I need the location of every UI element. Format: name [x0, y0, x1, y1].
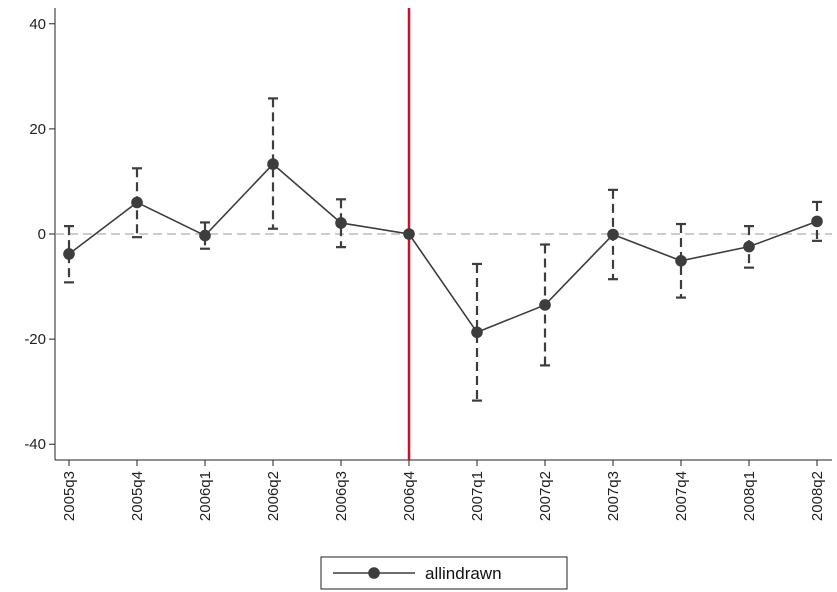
- x-tick-label: 2005q3: [61, 471, 78, 521]
- y-tick-label: -40: [24, 436, 46, 453]
- data-point: [63, 248, 75, 260]
- x-tick-label: 2007q3: [605, 471, 622, 521]
- x-tick-label: 2008q1: [741, 471, 758, 521]
- data-point: [539, 299, 551, 311]
- data-point: [811, 215, 823, 228]
- data-point: [199, 229, 211, 242]
- data-point: [335, 217, 347, 229]
- data-point: [675, 255, 687, 267]
- x-tick-label: 2008q2: [809, 471, 826, 521]
- x-tick-label: 2006q3: [333, 471, 350, 521]
- x-tick-label: 2006q1: [197, 471, 214, 521]
- legend-marker: [368, 567, 380, 579]
- data-point: [471, 326, 483, 339]
- x-tick-label: 2005q4: [129, 471, 146, 521]
- y-tick-label: 0: [38, 226, 46, 243]
- data-point: [607, 228, 619, 241]
- data-point: [267, 158, 279, 170]
- x-tick-label: 2006q4: [401, 471, 418, 521]
- y-tick-label: -20: [24, 331, 46, 348]
- x-tick-label: 2006q2: [265, 471, 282, 521]
- data-point: [743, 240, 755, 253]
- data-point: [131, 196, 143, 209]
- x-tick-label: 2007q1: [469, 471, 486, 521]
- x-tick-label: 2007q2: [537, 471, 554, 521]
- data-point: [403, 228, 415, 240]
- y-tick-label: 40: [29, 16, 46, 33]
- series-line: [68, 162, 818, 334]
- y-tick-label: 20: [29, 121, 46, 138]
- x-tick-label: 2007q4: [673, 471, 690, 521]
- legend-label: allindrawn: [425, 564, 502, 583]
